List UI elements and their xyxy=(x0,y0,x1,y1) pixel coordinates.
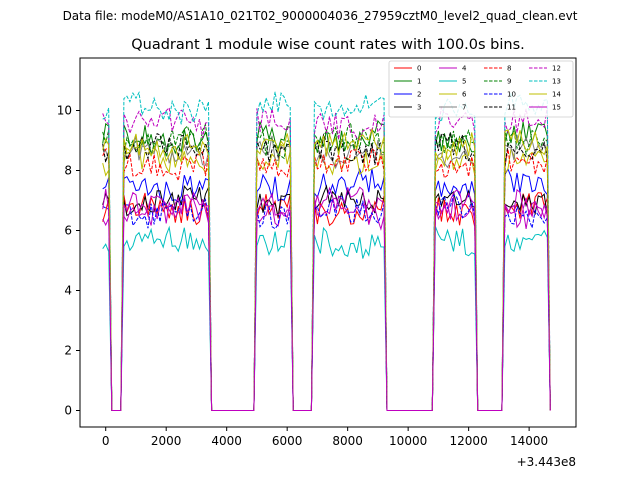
series-line-11 xyxy=(102,132,551,411)
y-tick-label: 0 xyxy=(64,404,72,418)
y-axis: 0 2 4 6 8 10 xyxy=(57,104,80,418)
y-tick-label: 6 xyxy=(64,224,72,238)
series-line-12 xyxy=(102,105,551,411)
legend-label-15: 15 xyxy=(552,104,561,112)
series-line-3 xyxy=(102,184,551,411)
figure-suptitle: Data file: modeM0/AS1A10_021T02_90000040… xyxy=(63,9,578,23)
legend-label-10: 10 xyxy=(507,91,516,99)
plot-frame xyxy=(79,57,577,428)
y-tick-label: 2 xyxy=(64,344,72,358)
series-line-13 xyxy=(102,91,551,411)
series-line-4 xyxy=(102,194,551,411)
series-line-15 xyxy=(102,186,551,411)
legend-label-0: 0 xyxy=(417,65,421,73)
series-line-7 xyxy=(102,134,551,411)
y-tick-label: 8 xyxy=(64,164,72,178)
x-axis: 0 2000 4000 6000 8000 10000 12000 14000 xyxy=(102,427,548,448)
legend-label-6: 6 xyxy=(462,91,467,99)
y-tick-label: 4 xyxy=(64,284,72,298)
legend-label-12: 12 xyxy=(552,65,561,73)
legend-label-5: 5 xyxy=(462,78,466,86)
legend-label-1: 1 xyxy=(417,78,421,86)
series-layer xyxy=(102,91,551,411)
chart-title: Quadrant 1 module wise count rates with … xyxy=(131,37,525,53)
series-line-0 xyxy=(102,192,551,411)
x-tick-label: 6000 xyxy=(272,434,303,448)
legend-label-11: 11 xyxy=(507,104,516,112)
legend-label-14: 14 xyxy=(552,91,561,99)
x-tick-label: 2000 xyxy=(151,434,182,448)
legend-label-7: 7 xyxy=(462,104,466,112)
series-line-5 xyxy=(102,225,551,411)
series-line-6 xyxy=(102,143,551,411)
y-tick-label: 10 xyxy=(57,104,72,118)
legend-label-3: 3 xyxy=(417,104,421,112)
x-tick-label: 12000 xyxy=(450,434,488,448)
x-tick-label: 4000 xyxy=(211,434,242,448)
legend-label-8: 8 xyxy=(507,65,511,73)
x-tick-label: 10000 xyxy=(389,434,427,448)
legend-label-2: 2 xyxy=(417,91,421,99)
legend-box xyxy=(388,60,574,118)
x-tick-label: 0 xyxy=(102,434,110,448)
series-line-10 xyxy=(102,194,551,411)
series-line-14 xyxy=(102,128,551,411)
legend-label-9: 9 xyxy=(507,78,511,86)
x-offset-label: +3.443e8 xyxy=(517,455,576,469)
x-tick-label: 14000 xyxy=(510,434,548,448)
legend-label-13: 13 xyxy=(552,78,561,86)
x-tick-label: 8000 xyxy=(332,434,363,448)
legend-label-4: 4 xyxy=(462,65,467,73)
